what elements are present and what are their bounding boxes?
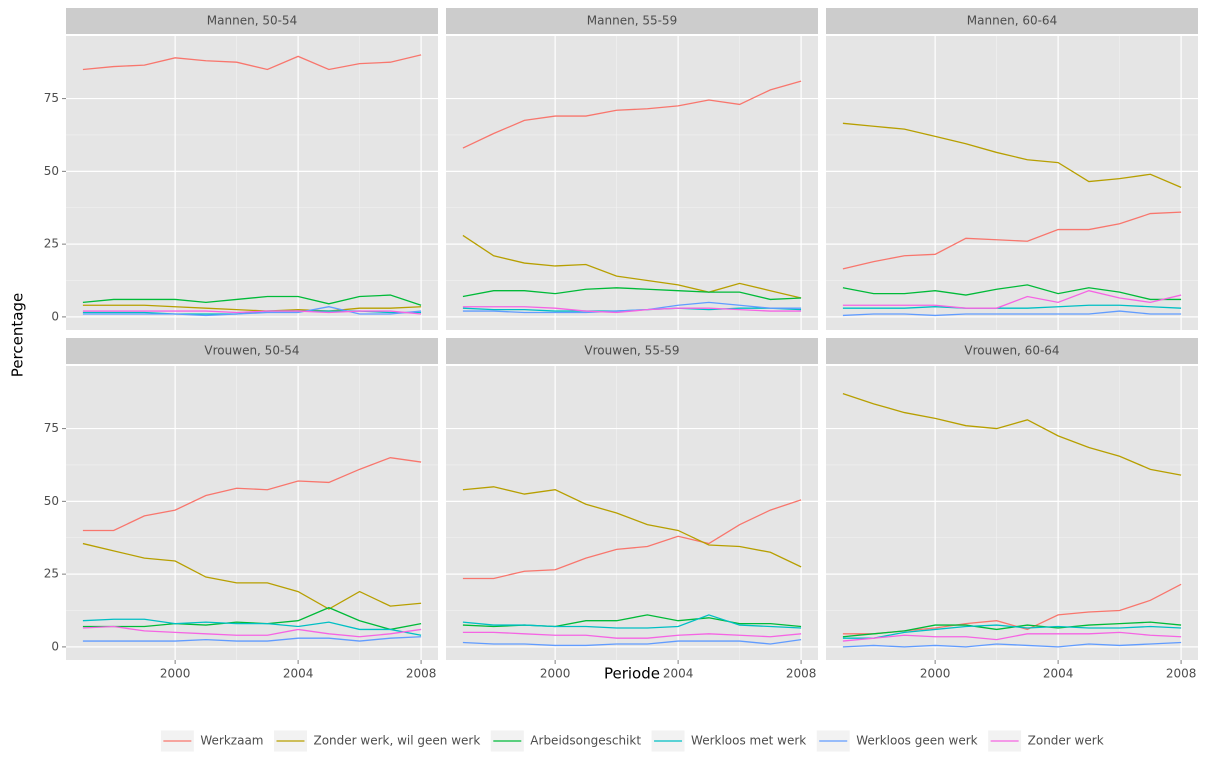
x-tick-label: 2008: [1166, 667, 1197, 681]
series-line: [842, 304, 1182, 309]
y-tick-label: 0: [51, 309, 59, 323]
x-tick-label: 2004: [663, 667, 694, 681]
panel-background: [826, 366, 1198, 660]
strip: [446, 8, 818, 34]
y-tick-label: 25: [44, 567, 59, 581]
series-line: [842, 631, 1182, 642]
y-tick-label: 75: [44, 421, 59, 435]
panel-title: Mannen, 60-64: [967, 14, 1057, 28]
x-tick-label: 2000: [920, 667, 951, 681]
series-line: [462, 499, 802, 580]
y-tick-label: 50: [44, 164, 59, 178]
x-tick-label: 2000: [160, 667, 191, 681]
y-tick-label: 50: [44, 494, 59, 508]
series-line: [82, 306, 422, 317]
series-line: [82, 606, 422, 631]
series-line: [842, 290, 1182, 309]
legend-label: Werkloos met werk: [691, 734, 806, 748]
y-tick-label: 75: [44, 91, 59, 105]
series-line: [82, 618, 422, 636]
series-line: [82, 54, 422, 71]
series-line: [842, 393, 1182, 476]
series-line: [82, 304, 422, 312]
panel-background: [826, 36, 1198, 330]
strip: [826, 338, 1198, 364]
series-line: [842, 624, 1182, 639]
series-line: [462, 486, 802, 568]
x-tick-label: 2008: [786, 667, 817, 681]
series-line: [462, 287, 802, 301]
x-axis-label: Periode: [604, 665, 660, 683]
legend-label: Zonder werk, wil geen werk: [313, 734, 480, 748]
series-line: [462, 234, 802, 299]
strip: [66, 8, 438, 34]
strip: [66, 338, 438, 364]
strip: [826, 8, 1198, 34]
series-line: [842, 310, 1182, 317]
x-tick-label: 2000: [540, 667, 571, 681]
panel-title: Vrouwen, 60-64: [964, 344, 1059, 358]
series-line: [842, 621, 1182, 638]
panel-title: Vrouwen, 55-59: [584, 344, 679, 358]
series-line: [462, 631, 802, 639]
panel-background: [66, 366, 438, 660]
series-line: [462, 638, 802, 647]
series-line: [82, 294, 422, 306]
panel-title: Mannen, 50-54: [207, 14, 297, 28]
series-line: [842, 641, 1182, 648]
series-line: [462, 80, 802, 149]
series-line: [462, 301, 802, 314]
series-line: [462, 614, 802, 629]
series-line: [82, 636, 422, 642]
panel-title: Vrouwen, 50-54: [204, 344, 299, 358]
panel-background: [446, 366, 818, 660]
series-line: [842, 211, 1182, 270]
panel-title: Mannen, 55-59: [587, 14, 677, 28]
series-line: [82, 625, 422, 638]
panel-background: [446, 36, 818, 330]
legend-label: Werkzaam: [200, 734, 263, 748]
series-line: [842, 122, 1182, 188]
x-tick-label: 2004: [1043, 667, 1074, 681]
series-line: [462, 306, 802, 314]
legend: Werkzaam Zonder werk, wil geen werk Arbeid…: [159, 729, 1104, 753]
y-axis-label: Percentage: [9, 293, 27, 377]
legend-label: Werkloos geen werk: [856, 734, 977, 748]
series-line: [82, 542, 422, 610]
x-tick-label: 2008: [406, 667, 437, 681]
legend-label: Arbeidsongeschikt: [530, 734, 641, 748]
y-tick-label: 25: [44, 237, 59, 251]
panel-background: [66, 36, 438, 330]
legend-label: Zonder werk: [1028, 734, 1104, 748]
series-line: [82, 310, 422, 315]
strip: [446, 338, 818, 364]
series-line: [842, 284, 1182, 301]
x-tick-label: 2004: [283, 667, 314, 681]
y-tick-label: 0: [51, 639, 59, 653]
series-line: [82, 457, 422, 532]
